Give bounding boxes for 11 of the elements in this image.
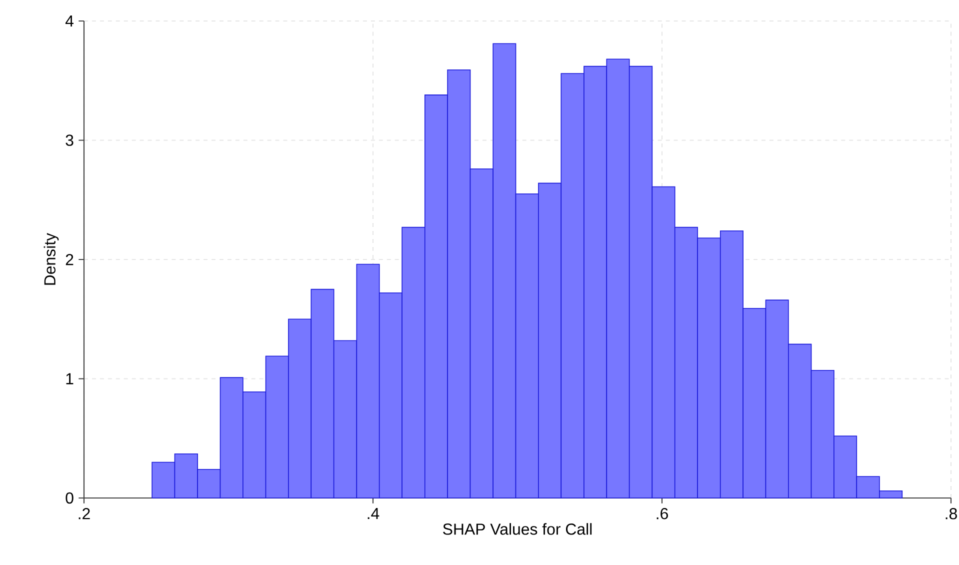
y-tick-label: 2	[66, 254, 74, 266]
y-axis-title: Density	[44, 232, 59, 285]
y-tick-label: 1	[66, 373, 74, 384]
x-tick-label: .2	[78, 508, 90, 520]
x-tick-label: .4	[368, 508, 380, 519]
x-tick-label: .6	[656, 508, 668, 520]
x-axis-title: SHAP Values for Call	[443, 523, 592, 535]
y-tick-label: 3	[66, 134, 74, 146]
y-tick-label: 4	[65, 16, 74, 26]
y-tick-label: 0	[66, 492, 74, 504]
x-tick-label: .8	[946, 508, 957, 520]
